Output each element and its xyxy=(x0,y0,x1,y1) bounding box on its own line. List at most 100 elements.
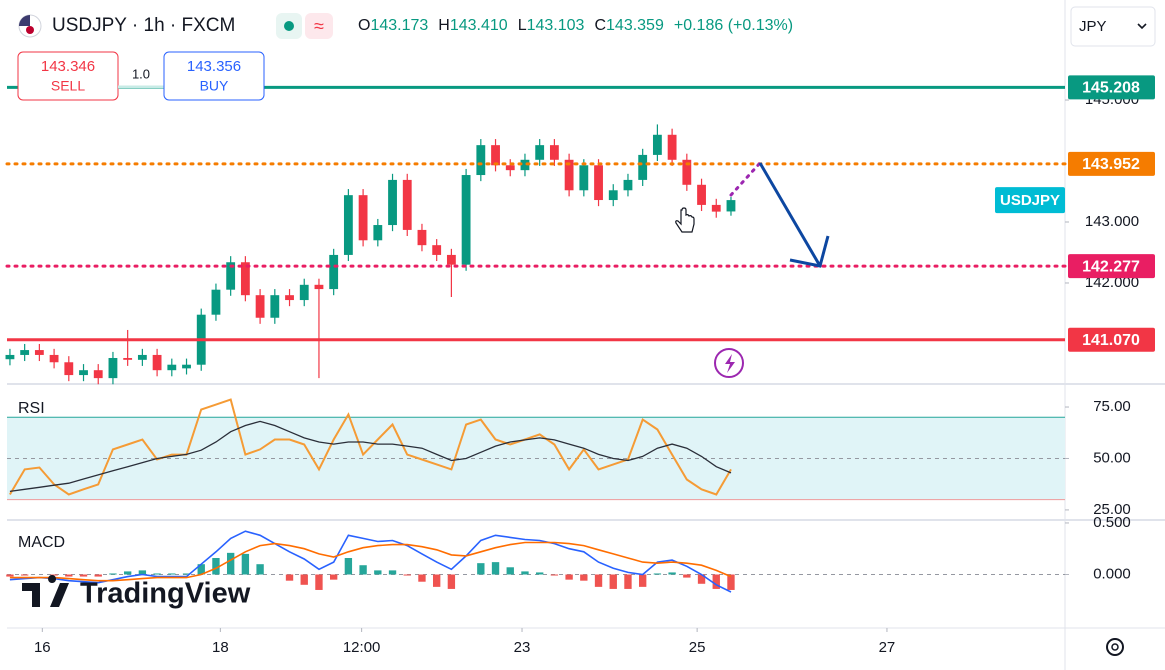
histogram-bar xyxy=(712,574,720,589)
candle-body xyxy=(211,289,221,315)
histogram-bar xyxy=(521,571,529,575)
macd-line xyxy=(9,530,732,593)
change: +0.186 (+0.13%) xyxy=(674,17,793,34)
data-status-icon: ≈ xyxy=(314,16,324,36)
candle-body xyxy=(667,134,677,160)
x-tick-label: 25 xyxy=(689,639,706,656)
candle-body xyxy=(137,354,147,360)
candle-body xyxy=(491,145,500,166)
sell-button[interactable] xyxy=(17,51,119,101)
pane-title: MACD xyxy=(18,534,65,551)
ohlc-label: L xyxy=(518,17,527,34)
histogram-bar xyxy=(447,574,456,589)
lightning xyxy=(725,354,735,373)
candle-body xyxy=(594,165,603,201)
candle-body xyxy=(505,165,515,171)
histogram-bar xyxy=(727,574,735,590)
quantity[interactable]: 1.0 xyxy=(132,66,150,81)
sell-label: SELL xyxy=(51,78,85,94)
price-tick-label: 143.000 xyxy=(1085,213,1139,230)
currency-select[interactable] xyxy=(1070,6,1156,47)
candle-body xyxy=(64,362,74,376)
histogram-bar xyxy=(388,570,397,575)
histogram-bar xyxy=(418,574,426,582)
histogram-bar xyxy=(565,574,573,580)
histogram-bar xyxy=(506,567,514,575)
symbol-title: USDJPY · 1h · FXCM xyxy=(52,15,235,36)
macd-tick-label: 0.000 xyxy=(1093,565,1131,582)
level-label-bg xyxy=(1068,151,1155,176)
candle-body xyxy=(638,154,648,180)
level-label: 145.208 xyxy=(1082,80,1140,97)
candle-body xyxy=(299,284,309,301)
histogram-bar xyxy=(6,574,14,577)
x-tick-label: 16 xyxy=(34,639,51,656)
x-tick-label: 27 xyxy=(879,639,896,656)
histogram-bar xyxy=(285,574,294,581)
histogram-bar xyxy=(697,574,706,584)
macd-line xyxy=(9,541,732,582)
ohlc: O143.173 H143.410 L143.103 C143.359 +0.186 (… xyxy=(358,17,793,34)
candle-body xyxy=(108,357,118,379)
histogram-bar xyxy=(609,574,617,589)
histogram-bar xyxy=(300,574,308,585)
symbol-tag-bg xyxy=(995,187,1065,214)
histogram-bar xyxy=(550,574,559,576)
candle-body xyxy=(79,370,88,376)
candle-body xyxy=(564,159,574,191)
ohlc-value: 143.173 xyxy=(370,17,428,34)
sell-price: 143.346 xyxy=(41,58,95,75)
buy-label: BUY xyxy=(200,78,229,94)
candle-body xyxy=(152,354,162,371)
histogram-bar xyxy=(639,574,647,587)
candle-body xyxy=(608,190,618,201)
level-label-bg xyxy=(1068,75,1155,100)
ohlc-value: 143.410 xyxy=(450,17,508,34)
arrow-head xyxy=(789,235,830,268)
histogram-bar xyxy=(668,572,676,575)
histogram-bar xyxy=(94,574,102,577)
symbol-tag: USDJPY xyxy=(1000,192,1060,209)
histogram-bar xyxy=(536,572,544,575)
candle-body xyxy=(652,134,662,155)
candle-body xyxy=(182,364,191,369)
histogram-bar xyxy=(182,573,191,575)
data-status[interactable] xyxy=(305,13,333,39)
histogram-bar xyxy=(109,573,117,575)
cursor xyxy=(675,207,695,233)
market-status-dot xyxy=(284,21,294,31)
histogram-bar xyxy=(197,564,205,575)
macd-tick-label: 0.500 xyxy=(1093,514,1131,531)
buy-button[interactable] xyxy=(163,51,265,101)
logo-icon xyxy=(22,575,69,607)
histogram-bar xyxy=(374,570,382,575)
x-tick-label: 12:00 xyxy=(343,639,381,656)
projection-line xyxy=(729,161,762,197)
level-label: 143.952 xyxy=(1082,156,1140,173)
histogram-bar xyxy=(50,574,58,576)
level-label: 141.070 xyxy=(1082,332,1140,349)
candle-body xyxy=(34,350,44,355)
histogram-bar xyxy=(403,574,411,576)
candle-body xyxy=(388,179,397,226)
candle-body xyxy=(93,370,103,379)
candle-body xyxy=(726,200,736,212)
histogram-bar xyxy=(256,564,264,575)
settings-core xyxy=(1111,643,1119,651)
ohlc-value: 143.103 xyxy=(527,17,585,34)
candle-body xyxy=(49,354,59,363)
histogram-bar xyxy=(683,574,691,578)
rsi-tick-label: 50.00 xyxy=(1093,449,1131,466)
histogram-bar xyxy=(123,571,132,575)
settings[interactable] xyxy=(1106,638,1124,656)
candle-body xyxy=(579,165,589,191)
candle-body xyxy=(520,159,530,171)
histogram-bar xyxy=(138,570,147,575)
candle-body xyxy=(476,145,486,176)
candle-body xyxy=(285,295,294,301)
candle-body xyxy=(623,179,633,191)
candle-body xyxy=(373,225,383,241)
